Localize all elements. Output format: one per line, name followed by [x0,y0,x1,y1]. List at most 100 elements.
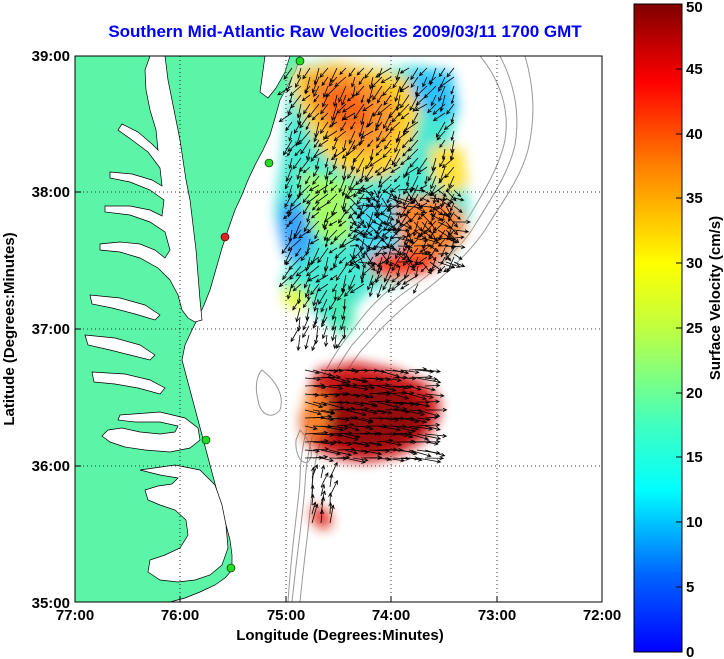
velocity-arrow [288,229,293,243]
velocity-arrow [301,94,311,102]
velocity-arrow [284,175,293,190]
velocity-arrow [329,504,335,524]
velocity-arrow [304,409,322,416]
velocity-arrow [389,251,407,256]
velocity-arrow [376,283,383,299]
velocity-arrow [312,148,329,158]
colorbar-tick-label: 0 [686,644,694,659]
velocity-arrow [403,193,410,207]
velocity-arrow [424,441,439,446]
velocity-arrow [344,457,366,464]
velocity-arrow [400,112,410,120]
velocity-arrow [307,256,320,266]
velocity-arrow [299,112,311,129]
velocity-arrow [320,401,345,410]
x-tick-label: 77:00 [56,607,94,624]
velocity-arrow [302,67,311,80]
velocity-arrow [357,245,365,259]
velocity-arrow [416,433,442,441]
velocity-arrow [424,407,448,412]
velocity-arrow [341,193,347,211]
velocity-arrow [310,283,320,296]
velocity-arrow [445,213,459,228]
velocity-arrow [453,244,466,249]
velocity-arrow [364,166,374,181]
velocity-arrow [304,283,311,298]
velocity-vectors [277,67,471,524]
velocity-arrow [318,289,328,305]
velocity-arrow [355,175,365,186]
velocity-arrow [344,401,365,407]
velocity-arrow [400,433,414,439]
velocity-arrow [372,103,383,117]
velocity-arrow [405,175,410,187]
velocity-arrow [367,274,374,291]
velocity-arrow [402,274,419,285]
velocity-arrow [283,67,293,80]
velocity-arrow [365,204,381,209]
velocity-arrow [317,139,329,147]
velocity-arrow [384,441,403,447]
velocity-arrow [344,415,359,420]
velocity-arrow [384,377,402,383]
velocity-arrow [347,166,356,180]
velocity-arrow [400,425,420,431]
velocity-arrow [365,157,374,170]
velocity-arrow [445,261,461,268]
velocity-arrow [278,112,293,123]
velocity-arrow [321,316,328,328]
velocity-arrow [409,157,419,168]
velocity-arrow [392,384,412,390]
velocity-arrow [296,166,302,180]
velocity-arrow [445,184,455,193]
velocity-arrow [328,220,338,226]
velocity-arrow [450,112,455,124]
velocity-arrow [404,166,419,176]
velocity-arrow [341,307,346,321]
velocity-arrow [292,157,302,170]
velocity-arrow [303,274,311,289]
velocity-arrow [373,235,390,240]
velocity-arrow [302,166,311,174]
velocity-arrow [328,501,333,515]
velocity-arrow [332,139,338,151]
velocity-arrow [394,85,401,103]
velocity-arrow [357,229,366,238]
velocity-arrow [340,316,346,331]
velocity-arrow [336,433,359,441]
velocity-arrow [312,447,330,452]
velocity-arrow [445,237,458,244]
velocity-arrow [421,189,432,196]
x-tick-label: 72:00 [583,607,621,624]
velocity-arrow [342,112,356,121]
velocity-arrow [296,103,302,119]
velocity-arrow [359,238,365,251]
velocity-arrow [427,103,437,114]
velocity-arrow [372,85,383,101]
colorbar-label: Surface Velocity (cm/s) [707,216,724,380]
velocity-arrow [292,283,302,292]
y-tick-label: 37:00 [32,321,70,338]
velocity-arrow [300,139,311,155]
velocity-arrow [424,175,428,185]
velocity-arrow [416,229,428,238]
velocity-arrow [365,121,374,128]
velocity-arrow [329,265,338,271]
velocity-arrow [408,449,432,458]
velocity-arrow [416,166,428,175]
velocity-arrow [352,368,370,373]
velocity-arrow [405,197,416,203]
velocity-arrow [384,457,406,463]
velocity-arrow [311,76,320,94]
velocity-arrow [357,253,366,269]
velocity-arrow [340,238,356,248]
velocity-arrow [376,385,397,392]
velocity-arrow [399,67,410,74]
velocity-arrow [429,221,437,232]
velocity-arrow [312,401,328,407]
velocity-arrow [362,103,374,112]
velocity-arrow [333,94,338,108]
velocity-arrow [316,202,329,211]
velocity-arrow [410,76,419,89]
